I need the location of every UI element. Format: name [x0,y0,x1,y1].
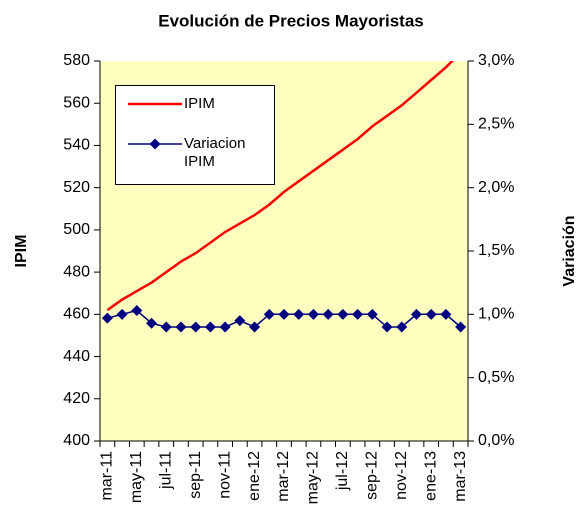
marker [293,308,305,320]
y-tick-label: 520 [63,179,90,196]
y-tick-label: 480 [63,263,90,280]
series-line [106,61,454,312]
x-tick-label: mar-12 [275,451,292,502]
legend-label: IPIM [184,95,215,112]
marker [322,308,334,320]
marker [204,321,216,333]
legend: IPIM Variacion IPIM [115,85,275,185]
y-tick-label: 440 [63,348,90,365]
marker [381,321,393,333]
marker [160,321,172,333]
marker [234,315,246,327]
y-tick-label: 400 [63,432,90,449]
marker [190,321,202,333]
y-axis-title: IPIM [13,235,30,268]
x-tick-label: may-11 [128,451,145,503]
legend-swatch [128,102,182,106]
marker [396,321,408,333]
x-tick-label: mar-13 [452,451,469,502]
marker [175,321,187,333]
y-tick-label: 540 [63,137,90,154]
marker [131,305,143,317]
y2-tick-label: 0,5% [478,369,514,386]
y2-tick-label: 1,5% [478,242,514,259]
marker [425,308,437,320]
marker [249,321,261,333]
marker [440,308,452,320]
marker [337,308,349,320]
marker [263,308,275,320]
y2-tick-label: 3,0% [478,52,514,69]
chart-title: Evolución de Precios Mayoristas [158,11,423,30]
x-tick-label: sep-11 [187,451,204,499]
x-tick-label: jul-12 [334,451,351,491]
plot-clip [101,61,467,333]
marker [307,308,319,320]
marker [219,321,231,333]
y2-tick-label: 1,0% [478,306,514,323]
marker [146,317,158,329]
x-tick-label: ene-12 [246,451,263,501]
y2-tick-label: 2,5% [478,116,514,133]
y-tick-label: 580 [63,52,90,69]
y2-tick-label: 0,0% [478,432,514,449]
marker [455,321,467,333]
y-tick-label: 460 [63,306,90,323]
x-tick-label: sep-12 [364,451,381,500]
marker [410,308,422,320]
x-tick-label: nov-11 [216,451,233,499]
marker [278,308,290,320]
y2-tick-label: 2,0% [478,179,514,196]
legend-swatch [128,138,182,150]
y-tick-label: 420 [63,390,90,407]
legend-marker [149,138,161,150]
marker [366,308,378,320]
legend-label: Variacion IPIM [184,135,246,170]
marker [116,308,128,320]
marker [101,312,113,324]
x-tick-label: jul-11 [157,451,174,490]
y2-axis-title: Variación [561,215,578,286]
y-tick-label: 560 [63,94,90,111]
y-tick-label: 500 [63,221,90,238]
marker [352,308,364,320]
x-tick-label: mar-11 [99,451,116,501]
x-tick-label: may-12 [305,451,322,504]
x-tick-label: ene-13 [422,451,439,501]
x-tick-label: nov-12 [393,451,410,500]
